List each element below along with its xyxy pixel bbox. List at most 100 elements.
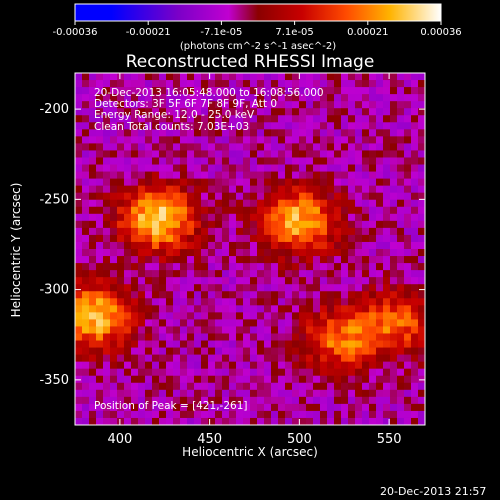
heatmap-cell xyxy=(355,326,363,334)
heatmap-cell xyxy=(313,87,321,95)
heatmap-cell xyxy=(292,249,300,257)
heatmap-cell xyxy=(96,80,104,88)
heatmap-cell xyxy=(278,375,286,384)
heatmap-cell xyxy=(341,150,349,158)
heatmap-cell xyxy=(334,129,342,137)
heatmap-cell xyxy=(145,382,153,391)
heatmap-cell xyxy=(103,122,111,130)
heatmap-cell xyxy=(376,403,384,412)
heatmap-cell xyxy=(383,333,391,341)
time-range-label: 20-Dec-2013 16:05:48.000 to 16:08:56.000 xyxy=(94,87,324,99)
heatmap-cell xyxy=(418,108,426,116)
heatmap-cell xyxy=(348,305,356,313)
heatmap-cell xyxy=(82,396,90,405)
heatmap-cell xyxy=(313,213,321,222)
heatmap-cell xyxy=(334,199,342,208)
heatmap-cell xyxy=(390,361,398,370)
heatmap-cell xyxy=(299,256,307,264)
heatmap-cell xyxy=(306,270,314,278)
heatmap-cell xyxy=(418,298,426,306)
heatmap-cell xyxy=(355,185,363,194)
heatmap-cell xyxy=(390,164,398,172)
heatmap-cell xyxy=(131,354,139,363)
heatmap-cell xyxy=(96,263,104,271)
colorbar-units: (photons cm^-2 s^-1 asec^-2) xyxy=(180,41,336,52)
heatmap-cell xyxy=(110,340,118,348)
heatmap-cell xyxy=(187,347,195,355)
heatmap-cell xyxy=(75,192,83,201)
heatmap-cell xyxy=(201,192,209,201)
heatmap-cell xyxy=(201,80,209,88)
heatmap-cell xyxy=(187,382,195,391)
heatmap-cell xyxy=(159,263,167,271)
heatmap-cell xyxy=(306,220,314,229)
heatmap-cell xyxy=(390,199,398,208)
heatmap-cell xyxy=(166,326,174,334)
heatmap-cell xyxy=(117,213,125,222)
heatmap-cell xyxy=(278,241,286,250)
heatmap-cell xyxy=(250,94,258,102)
heatmap-cell xyxy=(215,129,223,137)
heatmap-cell xyxy=(383,206,391,215)
heatmap-cell xyxy=(194,150,202,158)
heatmap-cell xyxy=(117,389,125,398)
heatmap-cell xyxy=(369,340,377,348)
heatmap-cell xyxy=(236,157,244,165)
heatmap-cell xyxy=(362,403,370,412)
heatmap-cell xyxy=(404,389,412,398)
heatmap-cell xyxy=(152,403,160,412)
heatmap-cell xyxy=(285,185,293,194)
heatmap-cell xyxy=(194,340,202,348)
heatmap-cell xyxy=(383,298,391,306)
heatmap-cell xyxy=(348,326,356,334)
heatmap-cell xyxy=(264,171,272,179)
heatmap-cell xyxy=(124,403,132,412)
heatmap-cell xyxy=(397,178,405,187)
heatmap-cell xyxy=(131,185,139,194)
heatmap-cell xyxy=(131,263,139,271)
heatmap-cell xyxy=(404,192,412,201)
heatmap-cell xyxy=(110,368,118,377)
heatmap-cell xyxy=(250,241,258,250)
heatmap-cell xyxy=(376,150,384,158)
heatmap-cell xyxy=(397,270,405,278)
heatmap-cell xyxy=(138,171,146,179)
heatmap-cell xyxy=(180,263,188,271)
heatmap-cell xyxy=(180,312,188,320)
heatmap-cell xyxy=(236,284,244,292)
heatmap-cell xyxy=(222,291,230,299)
heatmap-cell xyxy=(411,87,419,95)
heatmap-cell xyxy=(292,192,300,201)
heatmap-cell xyxy=(180,171,188,179)
heatmap-cell xyxy=(173,340,181,348)
heatmap-cell xyxy=(236,347,244,355)
heatmap-cell xyxy=(180,249,188,257)
heatmap-cell xyxy=(187,213,195,222)
heatmap-cell xyxy=(215,143,223,151)
heatmap-cell xyxy=(110,326,118,334)
heatmap-cell xyxy=(236,382,244,391)
heatmap-cell xyxy=(362,291,370,299)
heatmap-cell xyxy=(103,417,111,426)
heatmap-cell xyxy=(159,143,167,151)
heatmap-cell xyxy=(229,136,237,144)
heatmap-cell xyxy=(250,143,258,151)
heatmap-cell xyxy=(341,178,349,187)
heatmap-cell xyxy=(264,136,272,144)
heatmap-cell xyxy=(292,256,300,264)
heatmap-cell xyxy=(397,115,405,123)
heatmap-cell xyxy=(222,410,230,419)
heatmap-cell xyxy=(390,192,398,201)
heatmap-cell xyxy=(208,368,216,377)
heatmap-cell xyxy=(89,396,97,405)
heatmap-cell xyxy=(180,354,188,363)
heatmap-cell xyxy=(194,319,202,327)
heatmap-cell xyxy=(173,410,181,419)
heatmap-cell xyxy=(117,150,125,158)
heatmap-cell xyxy=(250,206,258,215)
heatmap-cell xyxy=(117,122,125,130)
heatmap-cell xyxy=(362,241,370,250)
heatmap-cell xyxy=(208,403,216,412)
heatmap-cell xyxy=(138,192,146,201)
heatmap-cell xyxy=(411,417,419,426)
